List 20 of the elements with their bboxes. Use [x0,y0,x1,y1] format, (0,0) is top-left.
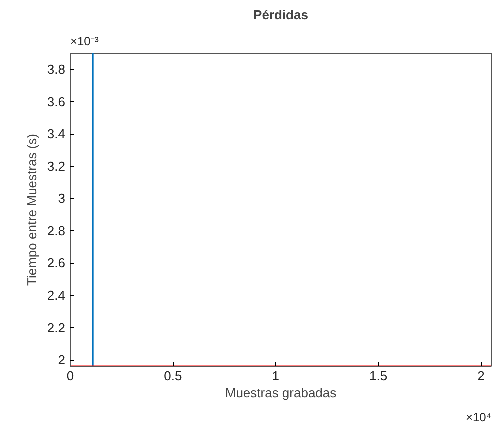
y-tick-label: 2.4 [47,288,66,304]
y-tick-label: 2.8 [47,223,66,238]
chart-title: Pérdidas [254,8,308,22]
y-tick-label: 3 [58,191,66,206]
y-tick-label: 2 [58,352,66,368]
x-tick-label: 0.5 [164,368,182,384]
y-tick-label: 3.2 [47,158,66,174]
text: ×10⁴ [466,410,492,424]
text: ×10⁻³ [70,34,99,48]
x-tick-label: 2 [478,368,485,384]
y-tick-label: 3.4 [47,126,66,142]
y-axis-title: Tiempo entre Muestras (s) [24,134,40,286]
x-tick-label: 1.5 [370,368,388,384]
y-tick-label: 3.8 [47,62,66,78]
x-tick-label: 0 [66,368,74,384]
y-tick-label: 3.6 [47,94,66,110]
y-tick-label: 2.6 [47,256,66,271]
y-tick-label: 2.2 [47,320,66,336]
x-tick-label: 1 [272,368,280,384]
x-axis-title: Muestras grabadas [225,386,338,400]
